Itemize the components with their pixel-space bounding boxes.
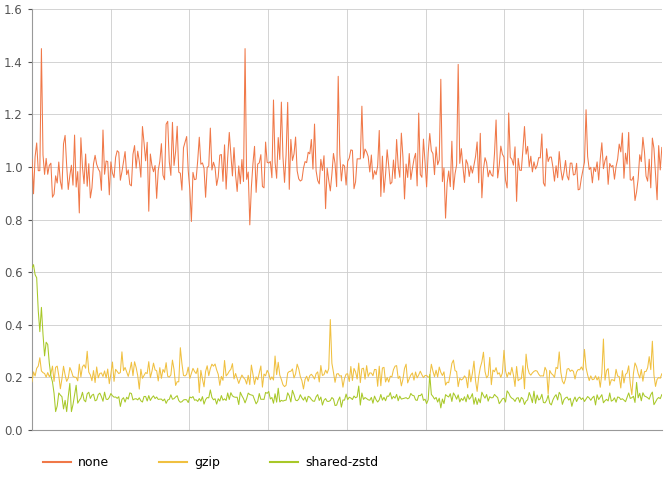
Legend: none, gzip, shared-zstd: none, gzip, shared-zstd xyxy=(38,451,384,474)
